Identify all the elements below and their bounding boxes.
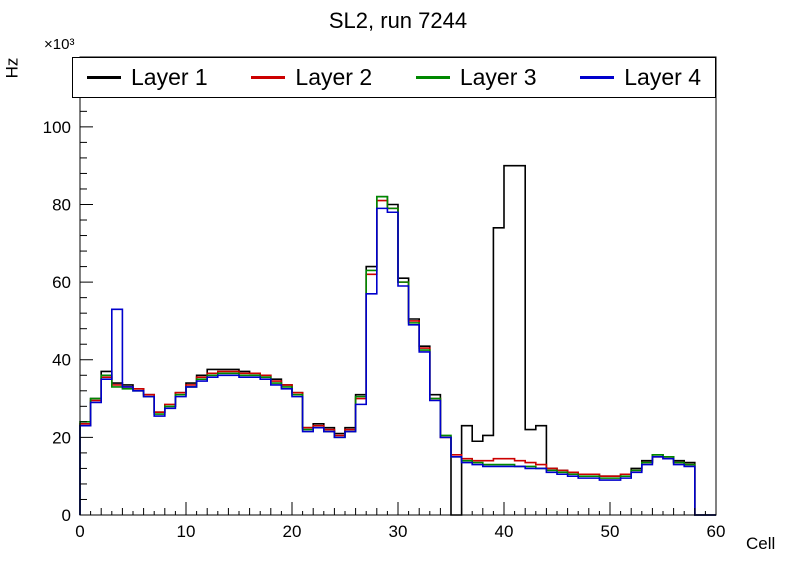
svg-text:0: 0 xyxy=(75,522,84,541)
legend-line-icon xyxy=(580,76,615,79)
legend-entry-layer-4: Layer 4 xyxy=(580,66,701,89)
svg-text:30: 30 xyxy=(389,522,408,541)
legend-entry-layer-1: Layer 1 xyxy=(87,66,208,89)
legend-label: Layer 1 xyxy=(131,64,208,90)
svg-text:20: 20 xyxy=(52,428,71,447)
legend-entry-layer-3: Layer 3 xyxy=(415,64,537,90)
svg-text:50: 50 xyxy=(601,522,620,541)
svg-text:0: 0 xyxy=(62,506,71,525)
legend: Layer 1 Layer 2 Layer 3 Layer 4 xyxy=(72,57,716,98)
legend-line-icon xyxy=(415,76,450,79)
legend-entry-layer-2: Layer 2 xyxy=(251,66,372,89)
svg-text:40: 40 xyxy=(495,522,514,541)
svg-text:80: 80 xyxy=(52,195,71,214)
svg-text:60: 60 xyxy=(707,522,726,541)
svg-text:10: 10 xyxy=(177,522,196,541)
svg-text:40: 40 xyxy=(52,351,71,370)
legend-label: Layer 3 xyxy=(459,64,537,90)
legend-line-icon xyxy=(87,76,121,79)
legend-label: Layer 2 xyxy=(295,64,373,90)
legend-line-icon xyxy=(251,76,286,79)
svg-text:60: 60 xyxy=(52,273,71,292)
y-axis-multiplier: ×10³ xyxy=(44,36,75,53)
x-axis-label: Cell xyxy=(746,534,776,553)
svg-text:100: 100 xyxy=(43,118,71,137)
legend-label: Layer 4 xyxy=(624,64,701,90)
svg-text:20: 20 xyxy=(283,522,302,541)
chart-title: SL2, run 7244 xyxy=(328,8,468,33)
